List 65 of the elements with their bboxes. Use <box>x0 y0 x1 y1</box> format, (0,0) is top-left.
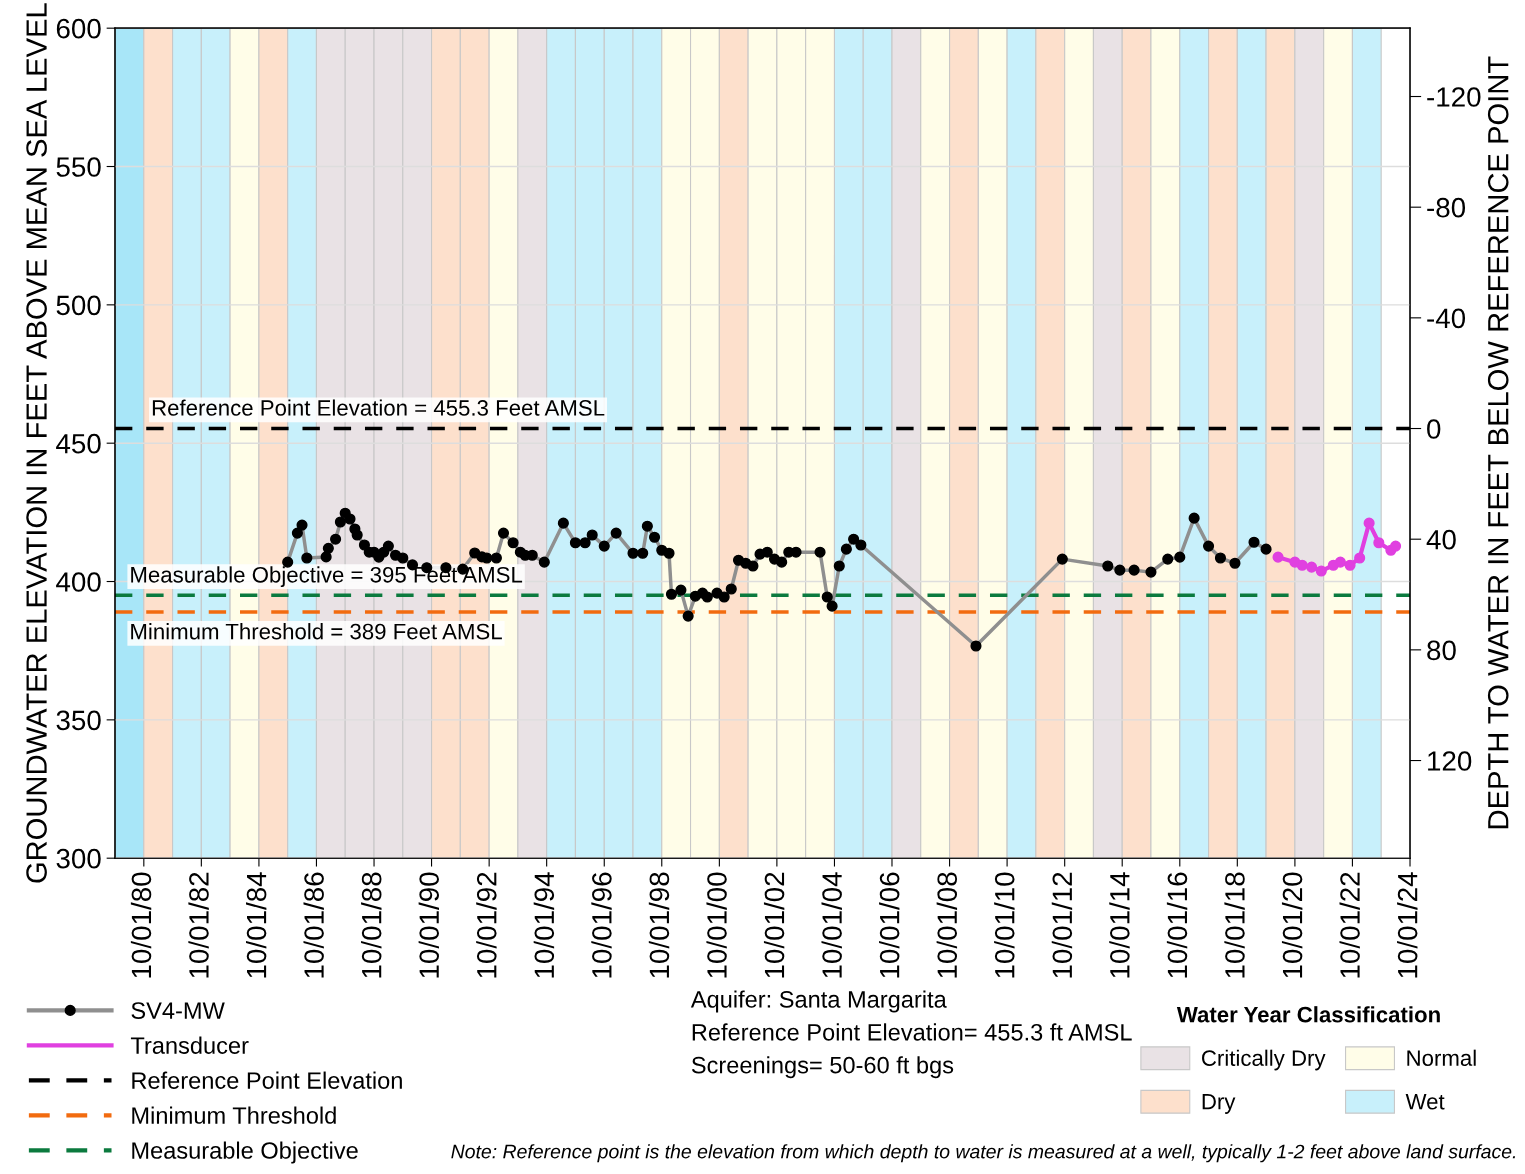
x-tick-label: 10/01/06 <box>879 872 900 978</box>
x-tick-label: 10/01/98 <box>648 872 670 978</box>
x-tick-label: 10/01/02 <box>763 872 785 978</box>
x-tick-label: 10/01/82 <box>188 872 209 978</box>
x-tick-label: 10/01/24 <box>1397 872 1418 978</box>
text: Screenings= 50-60 ft bgs <box>691 1056 954 1079</box>
x-tick-label: 10/01/92 <box>476 872 497 978</box>
point <box>1272 551 1284 563</box>
x-tick-label: 10/01/10 <box>994 872 1015 978</box>
point <box>1363 517 1375 529</box>
x-tick-label: 10/01/86 <box>303 872 324 978</box>
x-tick-label: 10/01/96 <box>591 872 612 978</box>
x-tick-label: 10/01/08 <box>936 872 958 978</box>
point <box>1373 537 1385 549</box>
legend-label: Dry <box>1202 1093 1236 1114</box>
y-tick-label: 450 <box>56 433 101 454</box>
annotation: Minimum Threshold = 389 Feet AMSL <box>131 623 502 640</box>
legend-title: Water Year Classification <box>1176 1006 1440 1023</box>
x-tick-label: 10/01/94 <box>533 872 555 978</box>
legend-label: Wet <box>1405 1093 1445 1110</box>
x-tick-label: 10/01/88 <box>361 872 382 978</box>
point <box>1315 565 1327 577</box>
text: Reference Point Elevation= 455.3 ft AMSL <box>692 1023 1132 1041</box>
y2-tick-label: 120 <box>1428 751 1472 771</box>
x-tick-label: 10/01/84 <box>245 872 267 978</box>
text: Note: Reference point is the elevation from which depth to water is measured at a well, typically 1-2 feet above land surface. <box>451 1144 1516 1163</box>
x-tick-label: 10/01/22 <box>1339 872 1360 978</box>
legend-label: Critically Dry <box>1202 1049 1326 1071</box>
x-tick-label: 10/01/14 <box>1109 872 1130 978</box>
point <box>1296 559 1308 571</box>
y2-tick-label: -80 <box>1427 197 1466 218</box>
y-tick-label: 300 <box>56 848 101 869</box>
x-tick-label: 10/01/12 <box>1051 872 1073 978</box>
y2-tick-label: -40 <box>1427 308 1466 329</box>
legend-label: SV4-MW <box>131 1002 225 1019</box>
legend-label: Reference Point Elevation <box>132 1071 402 1089</box>
point <box>1344 559 1356 571</box>
x-tick-label: 10/01/16 <box>1166 872 1188 978</box>
y-axis-title: GROUNDWATER ELEVATION IN FEET ABOVE MEAN SEA LEVEL <box>26 3 47 883</box>
y2-axis-title: DEPTH TO WATER IN FEET BELOW REFERENCE POINT <box>1487 56 1509 829</box>
y-tick-label: 500 <box>56 295 101 316</box>
point <box>1306 561 1318 573</box>
point <box>1354 552 1366 564</box>
y2-tick-label: 80 <box>1427 640 1456 661</box>
x-tick-label: 10/01/18 <box>1224 872 1245 978</box>
x-tick-label: 10/01/00 <box>706 872 727 978</box>
y-tick-label: 550 <box>56 157 101 177</box>
x-tick-label: 10/01/90 <box>418 872 440 978</box>
legend-label: Minimum Threshold <box>132 1106 336 1124</box>
legend-label: Normal <box>1407 1049 1476 1066</box>
point <box>1390 540 1402 552</box>
annotation: Reference Point Elevation = 455.3 Feet AMSL <box>152 399 605 416</box>
legend-label: Measurable Objective <box>132 1141 358 1164</box>
text: Aquifer: Santa Margarita <box>690 990 947 1013</box>
y-tick-label: 600 <box>56 18 101 39</box>
y-tick-label: 400 <box>56 572 101 592</box>
y-tick-label: 350 <box>56 710 101 731</box>
x-tick-label: 10/01/20 <box>1281 872 1303 978</box>
point <box>1334 556 1346 568</box>
legend-label: Transducer <box>130 1036 249 1054</box>
y2-tick-label: -120 <box>1427 87 1481 107</box>
x-tick-label: 10/01/80 <box>130 872 152 978</box>
y2-tick-label: 40 <box>1426 529 1456 550</box>
y2-tick-label: 0 <box>1427 419 1441 439</box>
x-tick-label: 10/01/04 <box>821 872 842 978</box>
